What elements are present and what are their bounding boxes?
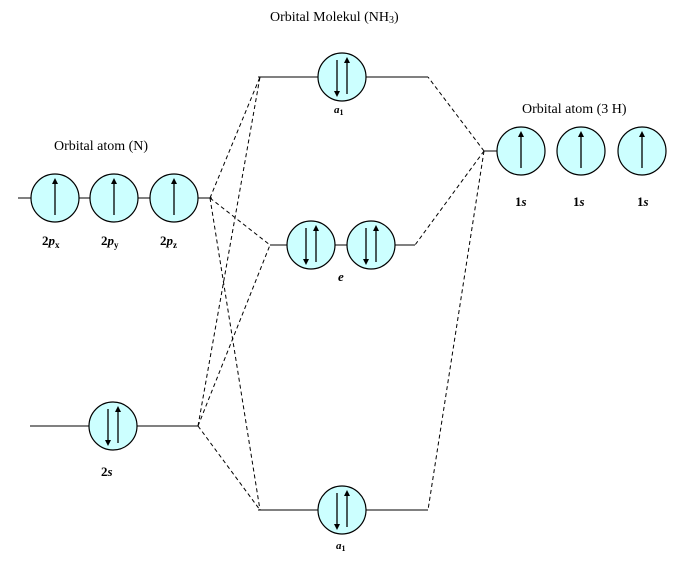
corr-2p-top-a1	[209, 76, 261, 199]
mo-e-orbital-1	[286, 220, 336, 270]
n-2p-orbital-1	[30, 173, 80, 223]
h-1s-orbital-1	[496, 126, 546, 176]
h-1s-orbital-3	[617, 126, 667, 176]
orbital-circle	[317, 485, 367, 535]
n-atom-title: Orbital atom (N)	[54, 139, 149, 154]
label-a1-top: a1	[334, 104, 344, 117]
label-2pz: 2pz	[160, 233, 177, 250]
orbital-circle	[88, 401, 138, 451]
orbital-circle	[286, 220, 336, 270]
label-2py: 2py	[101, 233, 119, 250]
label-1s-third: 1s	[637, 194, 649, 209]
label-1s-second: 1s	[573, 194, 585, 209]
mo-bottom-a1-orbital-1	[317, 485, 367, 535]
corr-2p-bottom-a1	[209, 197, 261, 511]
corr-2p-e	[209, 197, 271, 246]
h-1s-orbital-2	[556, 126, 606, 176]
molecule-title: Orbital Molekul (NH3)	[270, 10, 399, 26]
corr-1s-bottom-a1	[427, 150, 485, 511]
orbitals	[30, 52, 667, 535]
corr-1s-top-a1	[427, 76, 485, 152]
label-1s-first: 1s	[515, 194, 527, 209]
label-2s: 2s	[101, 464, 113, 479]
corr-2s-bottom-a1	[197, 425, 261, 511]
molecule-title-subscript: 3	[388, 15, 394, 26]
label-e: e	[338, 269, 344, 284]
corr-2s-e	[197, 244, 271, 427]
orbital-circle	[317, 52, 367, 102]
mo-top-a1-orbital-1	[317, 52, 367, 102]
mo-e-orbital-2	[346, 220, 396, 270]
n-2s-orbital-1	[88, 401, 138, 451]
corr-1s-e	[414, 150, 485, 246]
corr-2s-top-a1	[197, 76, 261, 427]
h-atom-title: Orbital atom (3 H)	[522, 102, 627, 117]
label-2px: 2px	[42, 233, 60, 250]
n-2p-orbital-2	[89, 173, 139, 223]
n-2p-orbital-3	[149, 173, 199, 223]
orbital-circle	[346, 220, 396, 270]
correlation-lines	[197, 76, 485, 511]
label-a1-bottom: a1	[336, 540, 346, 553]
